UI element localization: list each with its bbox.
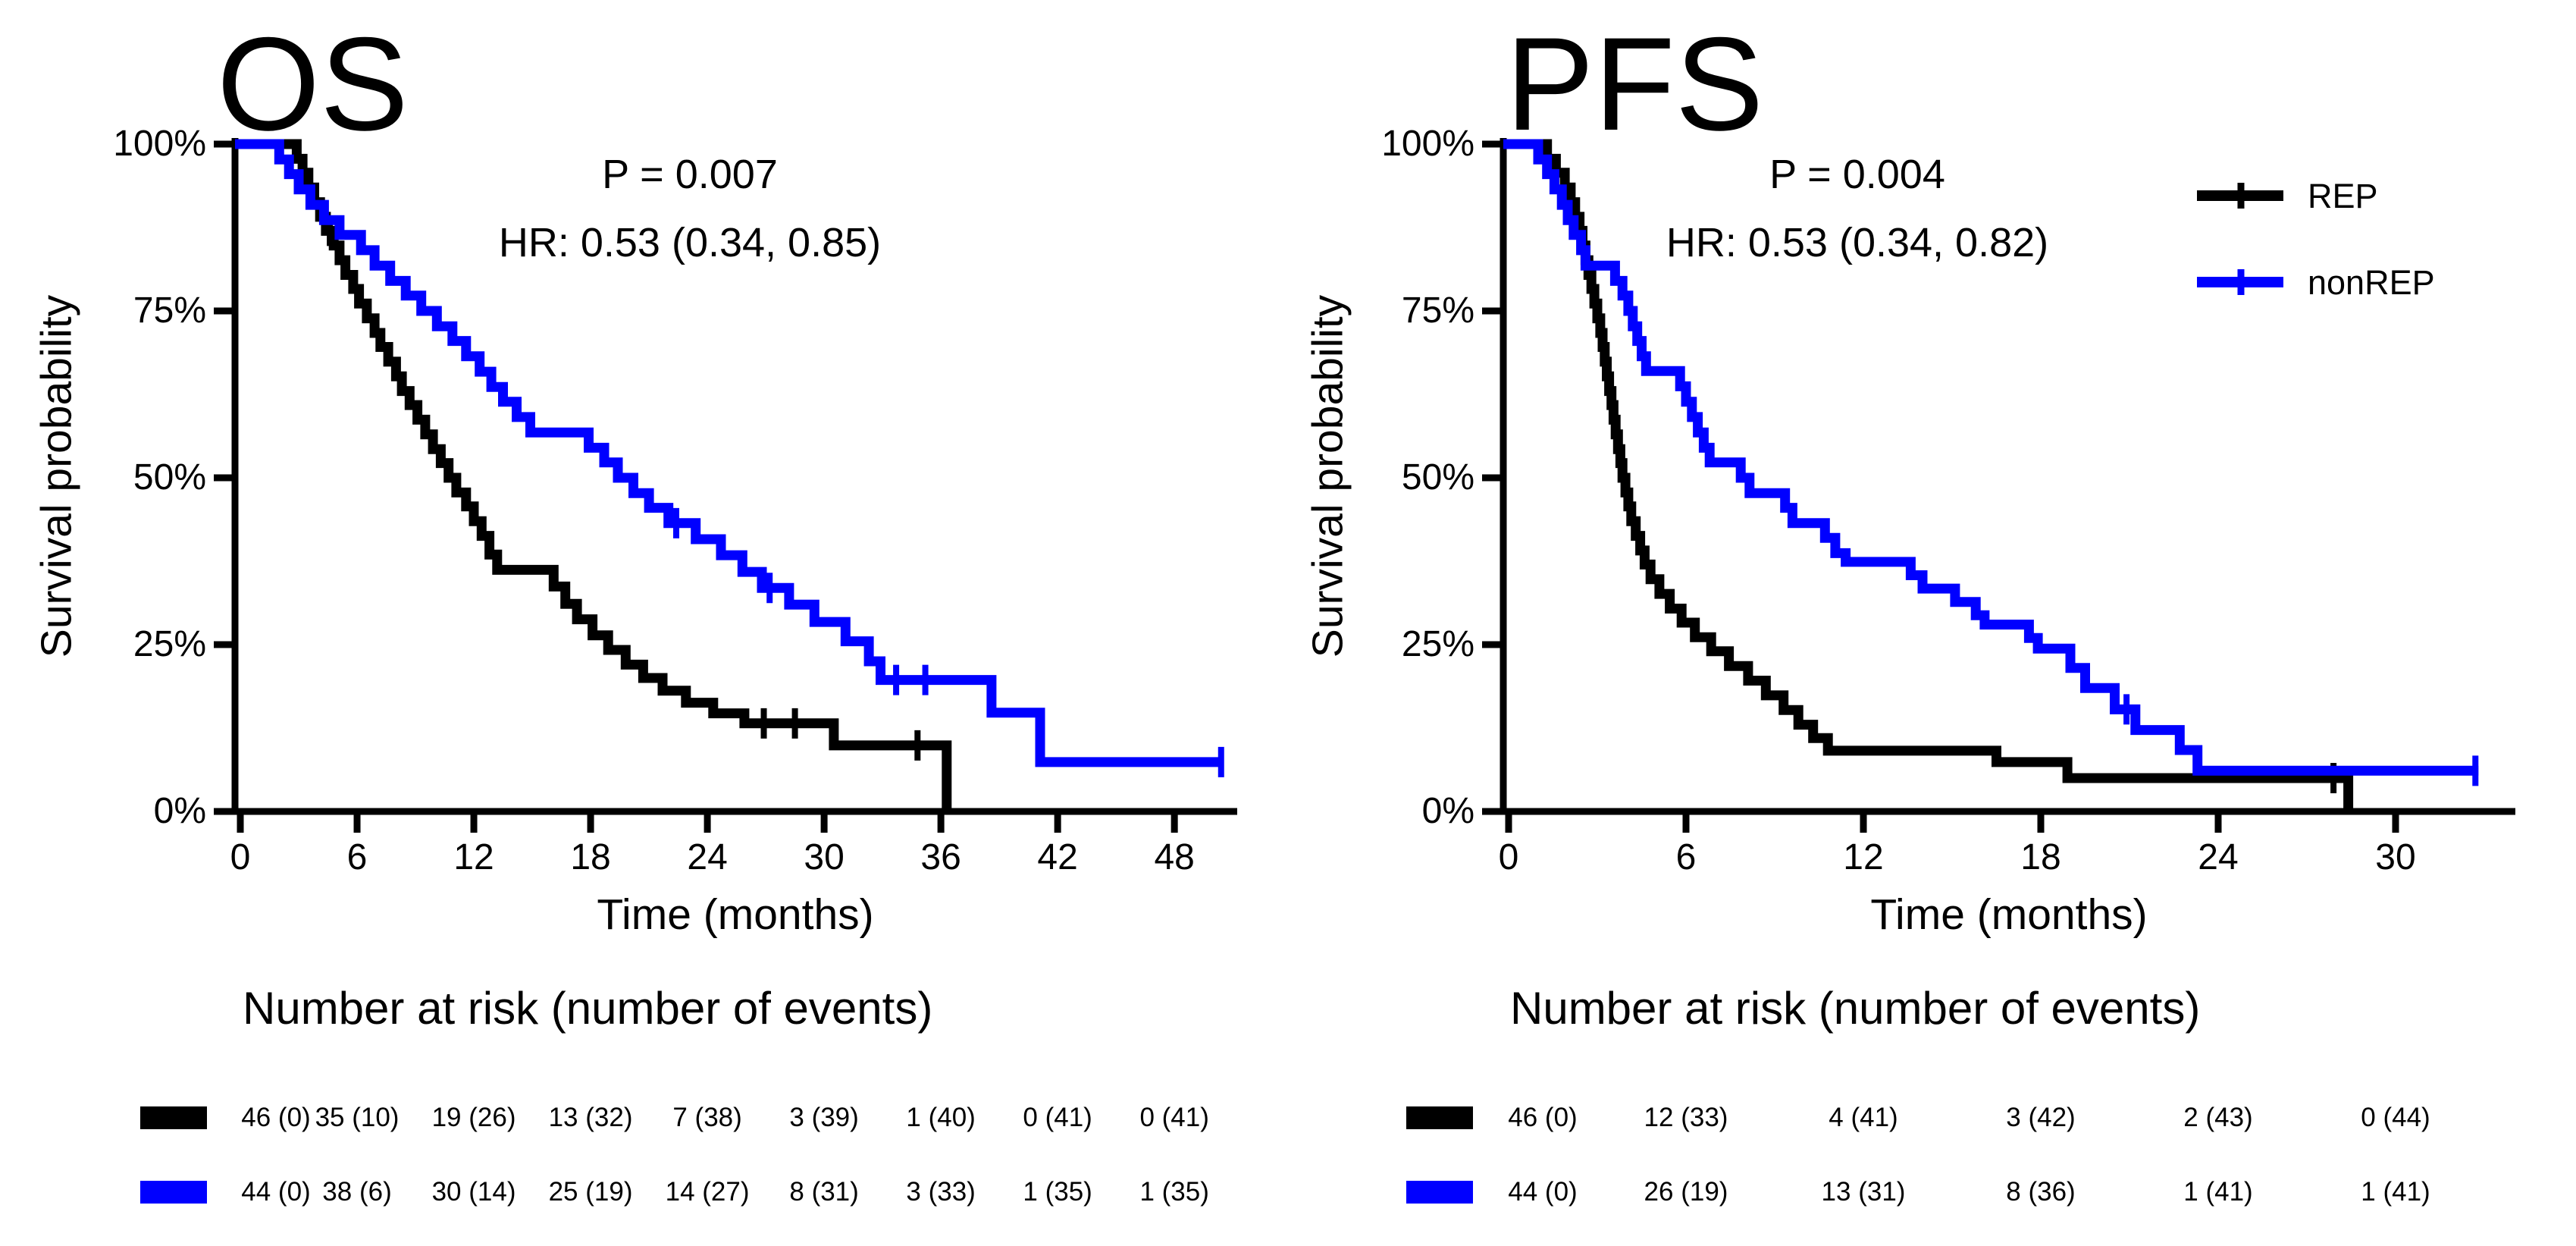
risk-count-rep-os: 1 (40) <box>906 1103 976 1132</box>
risk-count-nonrep-os: 44 (0) <box>241 1177 311 1207</box>
risk-table-heading-os: Number at risk (number of events) <box>243 983 933 1034</box>
risk-count-rep-pfs: 2 (43) <box>2183 1103 2253 1132</box>
x-tick-label-pfs: 24 <box>2198 837 2239 877</box>
x-tick-label-os: 12 <box>453 837 494 877</box>
risk-count-nonrep-pfs: 44 (0) <box>1508 1177 1578 1207</box>
y-tick-label-os: 50% <box>133 457 206 497</box>
risk-count-nonrep-os: 3 (33) <box>906 1177 976 1207</box>
hazard-ratio-annotation-pfs: HR: 0.53 (0.34, 0.82) <box>1666 220 2049 265</box>
x-tick-label-pfs: 30 <box>2375 837 2416 877</box>
km-curve-rep-os <box>235 139 952 811</box>
x-tick-label-pfs: 12 <box>1843 837 1884 877</box>
hazard-ratio-annotation-os: HR: 0.53 (0.34, 0.85) <box>498 220 882 265</box>
risk-table-heading-pfs: Number at risk (number of events) <box>1510 983 2201 1034</box>
legend-label-nonrep: nonREP <box>2308 263 2435 302</box>
y-tick-label-pfs: 50% <box>1401 457 1474 497</box>
y-axis-title-pfs: Survival probability <box>1303 294 1352 658</box>
x-tick-label-pfs: 18 <box>2020 837 2061 877</box>
risk-swatch-nonrep-os <box>140 1181 207 1204</box>
risk-swatch-rep-os <box>140 1106 207 1129</box>
x-tick-label-os: 42 <box>1037 837 1078 877</box>
risk-count-nonrep-os: 25 (19) <box>548 1177 633 1207</box>
x-tick-label-os: 48 <box>1154 837 1195 877</box>
risk-count-nonrep-os: 30 (14) <box>431 1177 516 1207</box>
risk-count-rep-os: 3 (39) <box>789 1103 859 1132</box>
risk-count-rep-os: 13 (32) <box>548 1103 633 1132</box>
panel-title-os: OS <box>217 11 409 158</box>
risk-count-nonrep-pfs: 8 (36) <box>2006 1177 2076 1207</box>
p-value-annotation-pfs: P = 0.004 <box>1769 152 1945 197</box>
risk-count-nonrep-pfs: 1 (41) <box>2361 1177 2430 1207</box>
km-curve-nonrep-pfs <box>1503 139 2479 776</box>
risk-count-rep-pfs: 3 (42) <box>2006 1103 2076 1132</box>
risk-count-nonrep-pfs: 1 (41) <box>2183 1177 2253 1207</box>
x-tick-label-os: 36 <box>920 837 961 877</box>
y-axis-title-os: Survival probability <box>32 294 81 658</box>
panel-title-pfs: PFS <box>1506 11 1764 158</box>
x-axis-title-os: Time (months) <box>597 890 874 939</box>
risk-count-nonrep-os: 14 (27) <box>665 1177 750 1207</box>
p-value-annotation-os: P = 0.007 <box>602 152 778 197</box>
y-tick-label-os: 75% <box>133 290 206 331</box>
x-tick-label-pfs: 6 <box>1675 837 1697 877</box>
y-tick-label-pfs: 0% <box>1421 791 1474 831</box>
x-tick-label-os: 0 <box>230 837 251 877</box>
km-curve-nonrep-os <box>235 139 1224 767</box>
x-axis-title-pfs: Time (months) <box>1870 890 2148 939</box>
legend-label-rep: REP <box>2308 177 2378 215</box>
risk-count-nonrep-os: 8 (31) <box>789 1177 859 1207</box>
risk-swatch-rep-pfs <box>1406 1106 1473 1129</box>
risk-count-rep-pfs: 12 (33) <box>1644 1103 1728 1132</box>
risk-count-rep-os: 35 (10) <box>315 1103 400 1132</box>
y-tick-label-pfs: 75% <box>1401 290 1474 331</box>
risk-count-nonrep-pfs: 13 (31) <box>1821 1177 1906 1207</box>
risk-count-nonrep-os: 1 (35) <box>1023 1177 1092 1207</box>
risk-count-rep-os: 0 (41) <box>1023 1103 1092 1132</box>
y-tick-label-os: 0% <box>153 791 206 831</box>
x-tick-label-pfs: 0 <box>1498 837 1519 877</box>
risk-count-nonrep-os: 1 (35) <box>1139 1177 1209 1207</box>
x-tick-label-os: 18 <box>570 837 611 877</box>
x-tick-label-os: 30 <box>804 837 845 877</box>
risk-count-rep-os: 0 (41) <box>1139 1103 1209 1132</box>
y-tick-label-pfs: 25% <box>1401 624 1474 664</box>
risk-count-rep-pfs: 46 (0) <box>1508 1103 1578 1132</box>
y-tick-label-pfs: 100% <box>1381 124 1474 164</box>
risk-count-rep-pfs: 4 (41) <box>1829 1103 1898 1132</box>
risk-count-rep-pfs: 0 (44) <box>2361 1103 2430 1132</box>
risk-count-nonrep-pfs: 26 (19) <box>1644 1177 1728 1207</box>
risk-count-rep-os: 19 (26) <box>431 1103 516 1132</box>
risk-swatch-nonrep-pfs <box>1406 1181 1473 1204</box>
x-tick-label-os: 6 <box>346 837 368 877</box>
risk-count-rep-os: 7 (38) <box>672 1103 742 1132</box>
risk-count-rep-os: 46 (0) <box>241 1103 311 1132</box>
y-tick-label-os: 25% <box>133 624 206 664</box>
risk-count-nonrep-os: 38 (6) <box>322 1177 392 1207</box>
x-tick-label-os: 24 <box>687 837 728 877</box>
y-tick-label-os: 100% <box>113 124 206 164</box>
